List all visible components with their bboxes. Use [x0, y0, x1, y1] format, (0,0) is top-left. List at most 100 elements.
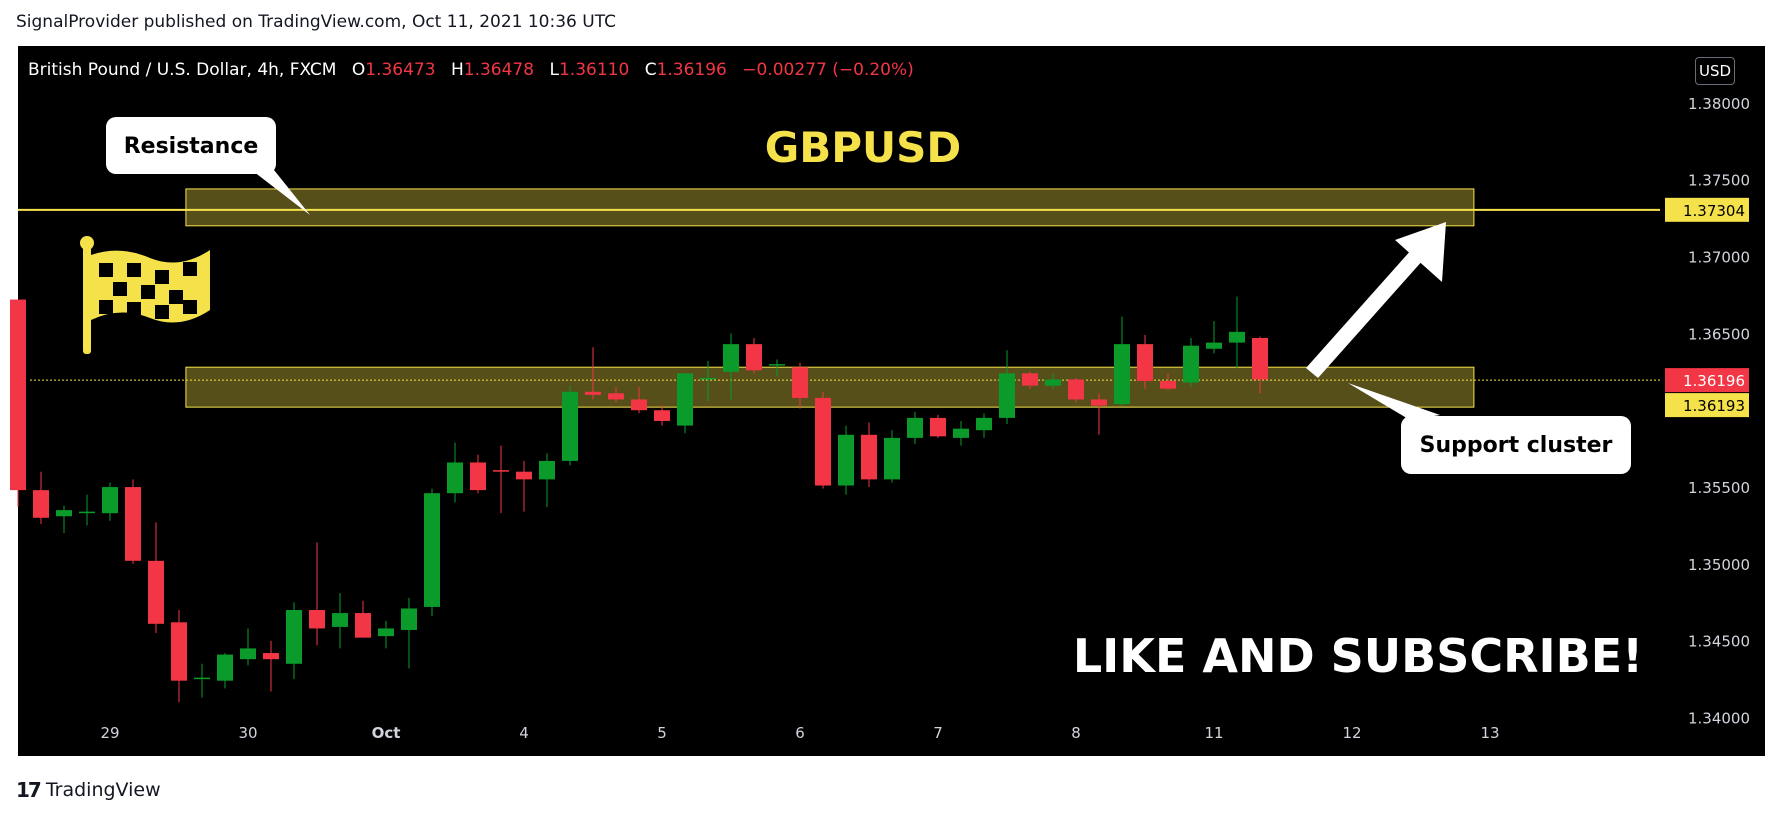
candle-body [493, 470, 509, 472]
support-pointer [1348, 383, 1440, 420]
resistance-box[interactable] [106, 117, 276, 174]
candle-body [539, 460, 555, 480]
candle [378, 620, 394, 649]
x-tick-label: 4 [519, 724, 529, 742]
last-price-line-tag: 1.36196 [1665, 368, 1749, 393]
candle-body [309, 610, 325, 629]
flag-check [183, 300, 197, 314]
flag-check [155, 305, 169, 319]
candle-body [240, 648, 256, 660]
candle [769, 359, 785, 377]
resistance-zone[interactable] [185, 188, 1475, 227]
candle [884, 430, 900, 483]
candle [677, 373, 693, 434]
candle-body [700, 377, 716, 380]
price-tag-bg [1665, 197, 1749, 222]
candle-body [56, 510, 72, 517]
candle-body [1022, 373, 1038, 386]
candle [907, 411, 923, 445]
candle [723, 333, 739, 400]
resistance-callout: Resistance [106, 117, 310, 215]
candle-body [1252, 337, 1268, 380]
candle-body [148, 560, 164, 624]
candle-body [447, 462, 463, 494]
candle [976, 413, 992, 438]
candle-body [677, 373, 693, 426]
y-tick-label: 1.36500 [1688, 325, 1750, 343]
candle-body [884, 437, 900, 480]
candle [792, 362, 808, 409]
y-tick-label: 1.34000 [1688, 710, 1750, 728]
candle [654, 405, 670, 426]
candle [79, 494, 95, 526]
price-tag-bg [1665, 393, 1749, 418]
candle-body [953, 428, 969, 438]
support-box[interactable] [1401, 416, 1631, 474]
candle-body [401, 608, 417, 630]
candle-body [723, 344, 739, 372]
price-tag-label: 1.36193 [1683, 397, 1745, 415]
candle-body [769, 364, 785, 366]
x-tick-label: 29 [100, 724, 119, 742]
candle-body [654, 410, 670, 421]
candle [217, 653, 233, 689]
up-arrow-icon [1306, 222, 1446, 378]
candle [125, 479, 141, 564]
candle-body [976, 417, 992, 431]
candle-body [907, 417, 923, 438]
candle [746, 337, 762, 374]
flag-check [141, 285, 155, 299]
close-label: C [644, 60, 657, 80]
x-tick-label: 7 [933, 724, 943, 742]
candle-body [125, 487, 141, 561]
currency-button[interactable]: USD [1695, 57, 1735, 85]
y-tick-label: 1.37000 [1688, 249, 1750, 267]
candle [608, 387, 624, 403]
resistance-line-tag: 1.37304 [1665, 197, 1749, 222]
x-tick-label: Oct [372, 724, 401, 742]
candle [263, 640, 279, 692]
flag-check [99, 263, 113, 277]
candle-body [194, 677, 210, 680]
resistance-pointer [245, 165, 310, 215]
candle-body [1160, 381, 1176, 389]
price-tag-label: 1.37304 [1683, 202, 1745, 220]
flag-check [169, 290, 183, 304]
candle [493, 445, 509, 514]
candle [1068, 377, 1084, 403]
footer-brand[interactable]: TradingView [45, 779, 161, 801]
x-tick-label: 12 [1342, 724, 1361, 742]
chart-title: GBPUSD [765, 123, 962, 172]
candle [953, 420, 969, 446]
candle-body [33, 490, 49, 518]
candle-body [608, 393, 624, 400]
price-tag-bg [1665, 368, 1749, 393]
candle [401, 597, 417, 669]
flag-check [127, 263, 141, 277]
candle-body [1137, 344, 1153, 382]
candle [240, 628, 256, 666]
candle-body [1114, 344, 1130, 405]
tradingview-logo-icon[interactable]: 17 [16, 778, 42, 802]
price-tag-label: 1.36196 [1683, 372, 1745, 390]
candle [815, 391, 831, 489]
candle-body [470, 462, 486, 491]
candle [700, 361, 716, 401]
flag-check [183, 262, 197, 276]
candle-body [999, 373, 1015, 418]
candle [999, 350, 1015, 425]
flag-check [127, 302, 141, 316]
checkered-flag-icon [80, 236, 210, 354]
candle-body [286, 610, 302, 664]
open-value: 1.36473 [365, 60, 436, 80]
symbol-label[interactable]: British Pound / U.S. Dollar, 4h, FXCM [28, 60, 337, 80]
candle [1183, 337, 1199, 388]
candle [516, 460, 532, 512]
candle [585, 347, 601, 400]
low-label: L [549, 60, 559, 80]
candle-body [1183, 345, 1199, 383]
candle-body [1206, 342, 1222, 349]
flag-pole [83, 240, 91, 354]
candle-body [355, 613, 371, 638]
